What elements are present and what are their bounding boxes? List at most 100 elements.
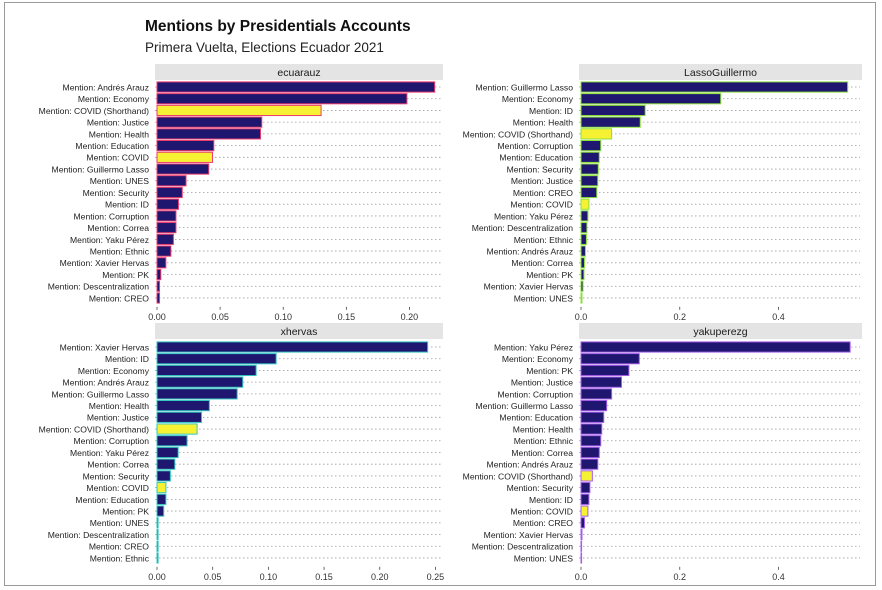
bar: [156, 400, 210, 412]
bar: [580, 233, 587, 245]
bar: [156, 364, 257, 377]
category-label: Mention: Health: [89, 401, 149, 411]
x-tick-label: 0.4: [772, 312, 785, 322]
bar: [156, 528, 159, 541]
category-label: Mention: Education: [499, 153, 573, 163]
category-label: Mention: ID: [529, 495, 573, 505]
facet-panel-LassoGuillermo: LassoGuillermo Mention: Guillermo Lasso Me…: [463, 64, 862, 322]
category-label: Mention: Correa: [87, 460, 149, 470]
bar: [580, 364, 630, 377]
bar: [156, 257, 167, 269]
category-label: Mention: COVID (Shorthand): [463, 471, 573, 481]
bar: [156, 128, 262, 140]
bar: [156, 505, 165, 517]
x-tick-label: 0.15: [338, 312, 356, 322]
bar: [156, 552, 159, 564]
category-label: Mention: Correa: [87, 223, 149, 233]
bar: [156, 411, 203, 423]
bar: [580, 245, 586, 257]
facet-strip-label: xhervas: [281, 326, 318, 338]
bar: [156, 175, 187, 187]
category-label: Mention: CREO: [513, 188, 573, 198]
facet-panel-ecuarauz: ecuarauz Mention: Andrés Arauz Mention: Ec…: [39, 64, 443, 322]
category-label: Mention: PK: [526, 270, 573, 280]
bar: [156, 163, 210, 175]
bar: [156, 186, 183, 199]
bar: [580, 376, 622, 388]
x-tick-label: 0.4: [772, 572, 785, 582]
x-tick-label: 0.0: [575, 312, 588, 322]
category-label: Mention: Economy: [502, 354, 574, 364]
category-label: Mention: Ethnic: [90, 553, 150, 563]
category-label: Mention: Ethnic: [514, 436, 574, 446]
category-label: Mention: Andrés Arauz: [63, 82, 149, 92]
x-tick-label: 0.05: [211, 312, 229, 322]
bar: [580, 151, 600, 163]
x-tick-label: 0.20: [401, 312, 419, 322]
bar: [580, 93, 722, 105]
category-label: Mention: Yaku Pérez: [70, 235, 149, 245]
bar: [580, 257, 585, 269]
bar: [580, 388, 613, 400]
bar: [156, 81, 436, 93]
category-label: Mention: Economy: [78, 366, 150, 376]
category-label: Mention: Descentralization: [48, 282, 149, 292]
bar: [580, 116, 641, 128]
bar: [156, 280, 161, 292]
bar: [580, 104, 646, 117]
bar: [156, 423, 198, 435]
bar: [156, 341, 429, 353]
x-tick-label: 0.15: [315, 572, 333, 582]
bar: [156, 482, 167, 494]
category-label: Mention: Yaku Pérez: [494, 211, 573, 221]
facet-strip: [155, 323, 443, 339]
bar: [156, 233, 174, 245]
bar: [156, 458, 176, 470]
bar: [156, 376, 244, 388]
category-label: Mention: Ethnic: [514, 235, 574, 245]
bar: [156, 140, 215, 152]
bar: [580, 210, 589, 222]
category-label: Mention: Justice: [511, 378, 573, 388]
bar: [580, 423, 603, 435]
category-label: Mention: Yaku Pérez: [494, 342, 573, 352]
bar: [580, 540, 583, 552]
bar: [580, 268, 585, 281]
bar: [156, 198, 179, 210]
category-label: Mention: Corruption: [498, 389, 574, 399]
bar: [580, 411, 605, 423]
category-label: Mention: ID: [105, 200, 149, 210]
bar: [156, 245, 172, 257]
category-label: Mention: Economy: [78, 94, 150, 104]
bar: [580, 175, 599, 187]
category-label: Mention: Correa: [511, 258, 573, 268]
category-label: Mention: Xavier Hervas: [60, 342, 149, 352]
bar: [156, 104, 322, 117]
bar: [156, 210, 177, 222]
chart-subtitle: Primera Vuelta, Elections Ecuador 2021: [145, 40, 384, 55]
bar: [580, 280, 584, 292]
bar: [580, 528, 583, 541]
category-label: Mention: Guillermo Lasso: [476, 401, 574, 411]
bar: [580, 470, 593, 482]
bar: [580, 186, 598, 199]
category-label: Mention: Health: [89, 129, 149, 139]
chart-title: Mentions by Presidentials Accounts: [145, 18, 411, 35]
category-label: Mention: COVID (Shorthand): [39, 106, 149, 116]
bar: [580, 140, 602, 152]
bar: [156, 388, 238, 400]
category-label: Mention: Andrés Arauz: [63, 378, 149, 388]
category-label: Mention: UNES: [90, 176, 149, 186]
category-label: Mention: COVID (Shorthand): [463, 129, 573, 139]
category-label: Mention: Descentralization: [472, 542, 573, 552]
x-tick-label: 0.10: [274, 312, 292, 322]
x-tick-label: 0.10: [260, 572, 278, 582]
category-label: Mention: Xavier Hervas: [484, 530, 573, 540]
x-tick-label: 0.0: [575, 572, 588, 582]
category-label: Mention: ID: [105, 354, 149, 364]
category-label: Mention: Xavier Hervas: [60, 258, 149, 268]
bar: [156, 116, 263, 128]
x-tick-label: 0.25: [427, 572, 445, 582]
bar: [580, 400, 608, 412]
category-label: Mention: Security: [83, 188, 150, 198]
